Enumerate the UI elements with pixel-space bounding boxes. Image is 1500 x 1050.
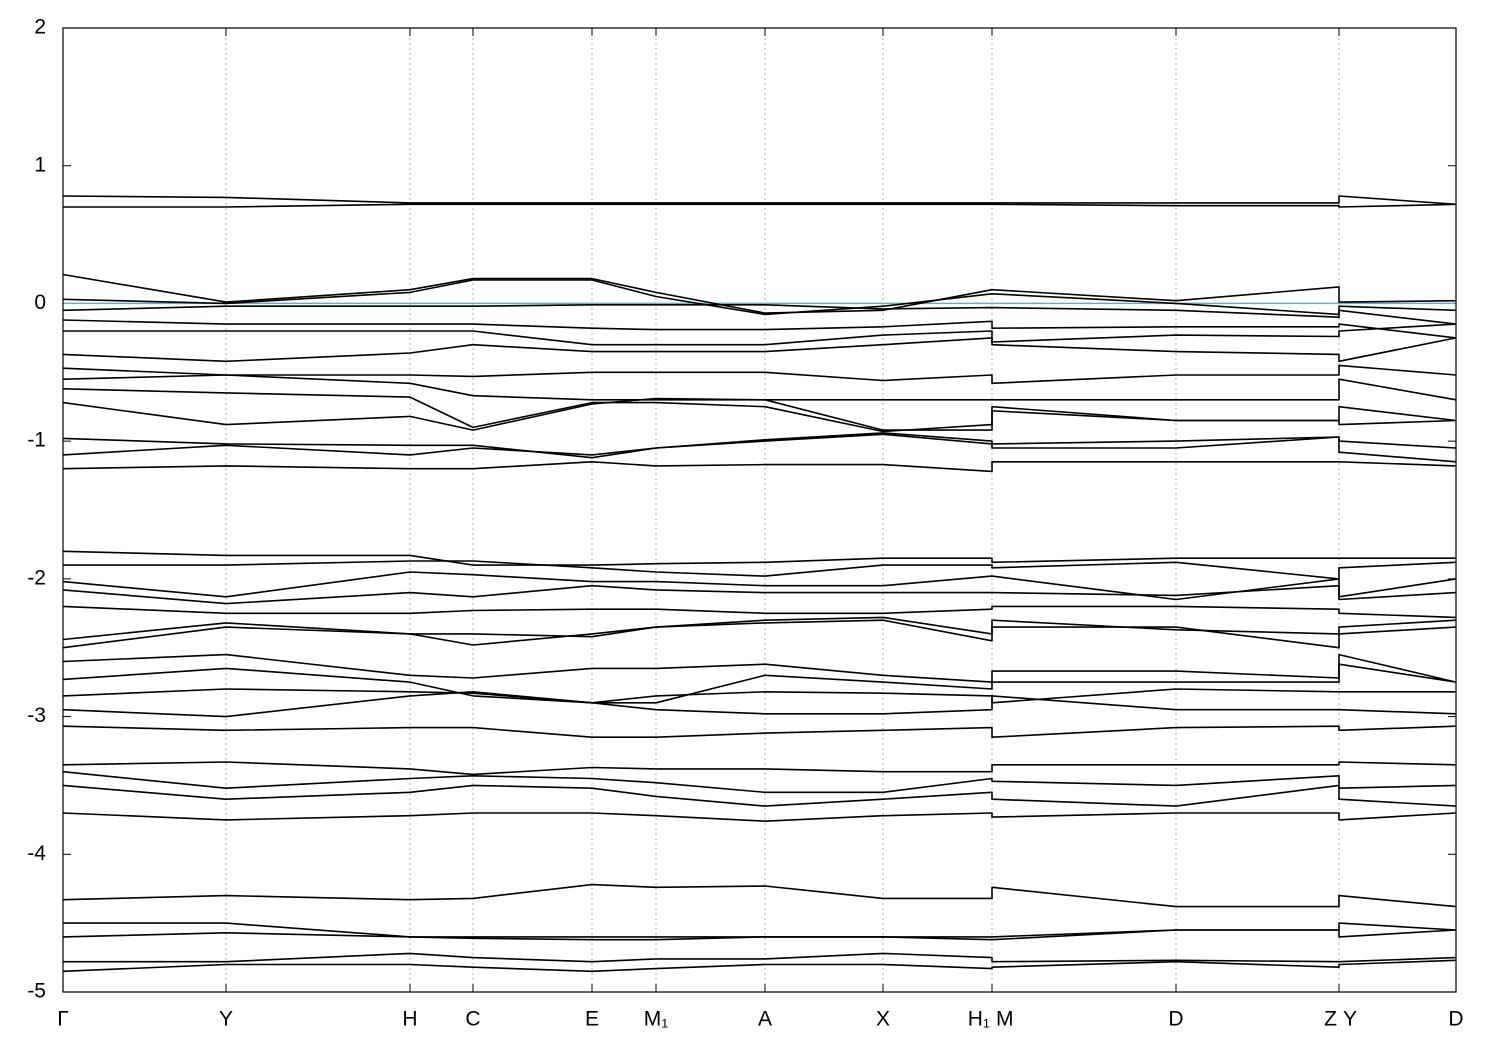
band-line bbox=[62, 550, 1456, 566]
x-tick-label: H₁ bbox=[968, 1008, 990, 1031]
x-tick-label: Y bbox=[219, 1008, 233, 1031]
band-line bbox=[62, 770, 1457, 794]
x-tick-label: Γ bbox=[57, 1008, 69, 1031]
band-line bbox=[62, 279, 1457, 316]
band-line bbox=[62, 959, 1457, 973]
x-tick-label: D bbox=[1168, 1008, 1183, 1031]
band-line bbox=[62, 929, 1457, 941]
band-line bbox=[62, 688, 1456, 704]
y-tick-label: -2 bbox=[27, 566, 46, 589]
band-line bbox=[62, 883, 1457, 908]
band-line bbox=[62, 584, 1457, 605]
band-line bbox=[62, 619, 1457, 649]
x-tick-label: H bbox=[402, 1008, 417, 1031]
x-tick-label: M bbox=[996, 1008, 1014, 1031]
band-line bbox=[62, 812, 1457, 822]
band-line bbox=[62, 605, 1457, 619]
band-line bbox=[62, 432, 1457, 459]
band-line bbox=[63, 203, 1457, 208]
band-line bbox=[62, 397, 1457, 431]
band-line bbox=[62, 433, 1457, 463]
band-line bbox=[62, 653, 1457, 683]
band-line bbox=[62, 273, 1457, 314]
band-line bbox=[62, 571, 1457, 601]
band-line bbox=[62, 784, 1457, 807]
band-line bbox=[62, 195, 1457, 206]
band-line bbox=[63, 952, 1457, 963]
y-tick-label: 1 bbox=[34, 153, 46, 176]
band-line bbox=[62, 364, 1457, 385]
band-line bbox=[62, 319, 1457, 339]
band-line bbox=[63, 323, 1457, 346]
band-line bbox=[62, 725, 1457, 738]
band-line bbox=[62, 374, 1457, 401]
band-line bbox=[62, 691, 1457, 718]
x-tick-label: C bbox=[465, 1008, 480, 1031]
band-line bbox=[62, 337, 1457, 363]
band-line bbox=[62, 388, 1457, 433]
y-tick-label: -3 bbox=[27, 704, 46, 727]
x-tick-label: D bbox=[1448, 1008, 1463, 1031]
band-line bbox=[63, 560, 1457, 580]
band-line bbox=[62, 761, 1457, 776]
x-tick-label: M₁ bbox=[644, 1008, 669, 1031]
y-tick-label: 2 bbox=[34, 16, 46, 39]
band-line bbox=[62, 304, 1457, 325]
x-tick-label: A bbox=[758, 1008, 772, 1031]
band-line bbox=[62, 663, 1457, 704]
band-line bbox=[62, 461, 1457, 473]
band-line bbox=[62, 616, 1457, 649]
y-tick-label: -1 bbox=[27, 429, 46, 452]
y-tick-label: -5 bbox=[27, 980, 46, 1003]
plot-frame bbox=[62, 27, 1457, 993]
x-tick-label: Y bbox=[1343, 1008, 1357, 1031]
y-tick-label: -4 bbox=[27, 842, 46, 865]
x-tick-label: Z bbox=[1324, 1008, 1337, 1031]
x-tick-label: E bbox=[585, 1008, 599, 1031]
x-tick-label: X bbox=[876, 1008, 890, 1031]
y-tick-label: 0 bbox=[34, 291, 46, 314]
